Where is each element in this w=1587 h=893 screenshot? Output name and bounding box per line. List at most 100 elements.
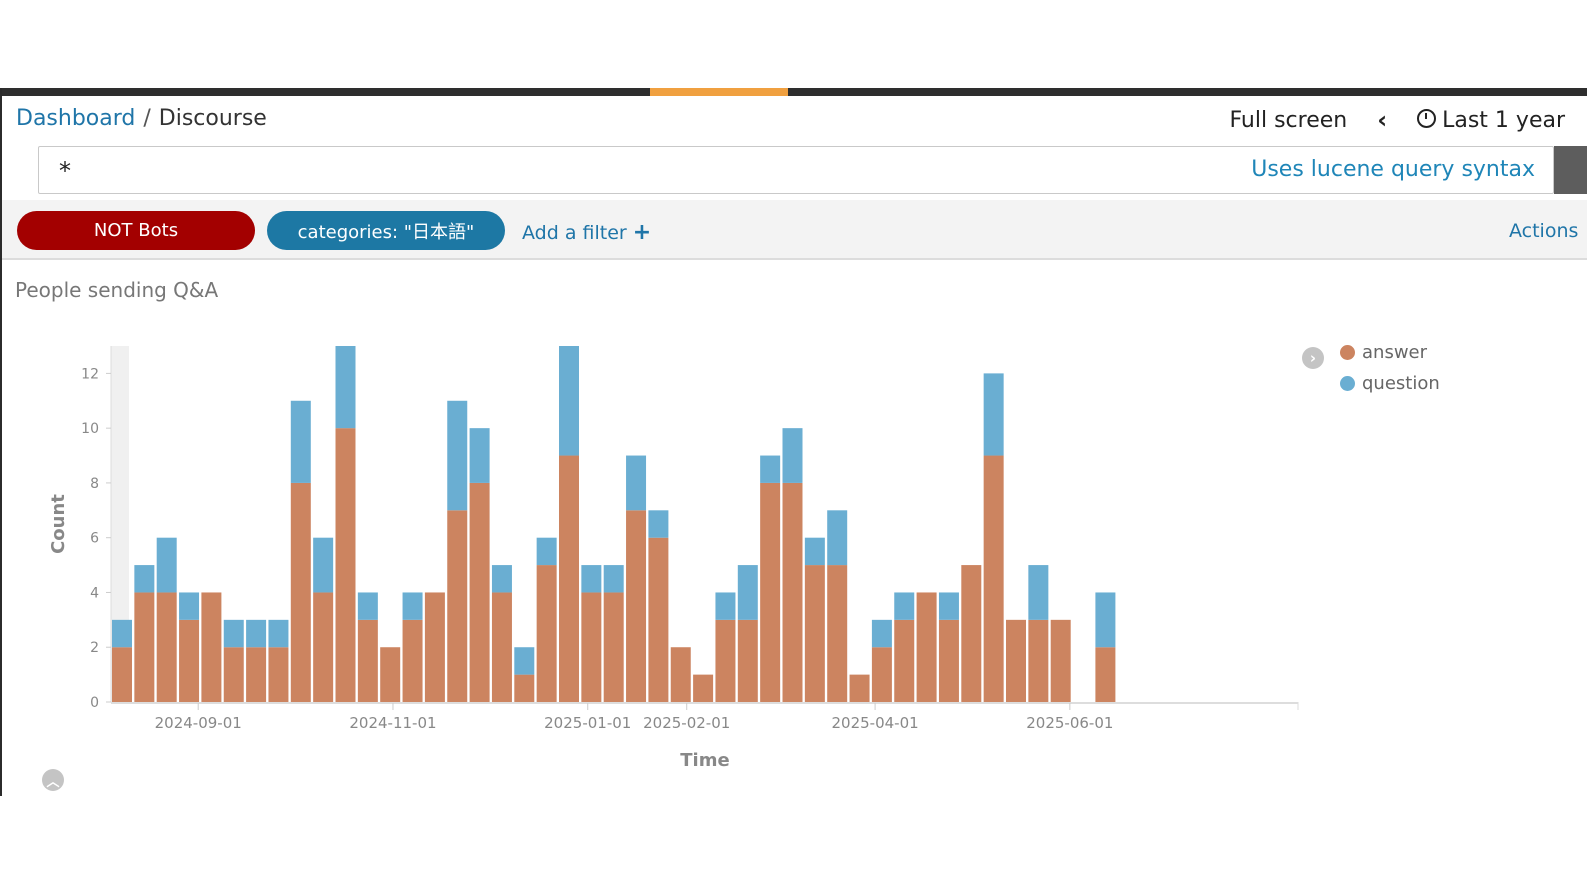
search-input[interactable]: * Uses lucene query syntax <box>38 146 1554 194</box>
bar-question <box>559 346 579 456</box>
bar-answer <box>1028 619 1049 702</box>
bar-question <box>268 619 289 648</box>
y-tick-label: 6 <box>90 531 99 547</box>
x-axis-title: Time <box>680 750 729 771</box>
bar-question <box>179 592 200 620</box>
bar-question <box>156 537 177 593</box>
bar-question <box>447 400 468 511</box>
panel-title: People sending Q&A <box>15 278 219 302</box>
bar-answer <box>112 647 132 702</box>
bar-question <box>804 537 825 566</box>
actions-menu-button[interactable]: Actions <box>1509 220 1579 242</box>
bar-question <box>648 510 669 538</box>
bar-question <box>782 428 803 483</box>
bar-answer <box>916 592 937 702</box>
bar-answer <box>335 428 356 702</box>
filter-bar: NOT Bots categories: "日本語" Add a filter … <box>2 200 1587 260</box>
legend-toggle-icon[interactable]: › <box>1302 347 1324 369</box>
bar-answer <box>737 619 758 702</box>
x-tick-label: 2025-02-01 <box>643 714 730 732</box>
legend-color-dot <box>1340 376 1355 391</box>
breadcrumb: Dashboard / Discourse <box>16 106 267 131</box>
bar-question <box>871 619 892 648</box>
bar-answer <box>380 647 401 702</box>
x-tick-label: 2025-01-01 <box>544 714 631 732</box>
bar-question <box>737 565 758 620</box>
bar-answer <box>156 592 177 702</box>
full-screen-button[interactable]: Full screen <box>1229 107 1348 133</box>
active-tab-indicator <box>650 88 788 96</box>
filter-pill-categories[interactable]: categories: "日本語" <box>267 211 505 250</box>
y-tick-label: 8 <box>90 476 99 492</box>
filter-pill-not-bots[interactable]: NOT Bots <box>17 211 255 250</box>
bar-answer <box>760 482 781 702</box>
bar-answer <box>514 674 535 702</box>
y-tick-label: 10 <box>81 421 99 437</box>
legend-item-question[interactable]: question <box>1340 373 1440 394</box>
x-tick-label: 2025-06-01 <box>1026 714 1113 732</box>
bar-question <box>1095 592 1116 648</box>
bar-question <box>469 428 490 483</box>
top-nav-bar <box>2 88 1587 96</box>
bar-answer <box>223 647 244 702</box>
bar-question <box>335 346 356 429</box>
time-picker-button[interactable]: Last 1 year <box>1417 108 1565 133</box>
clock-icon <box>1417 109 1437 128</box>
search-query-value: * <box>59 157 71 185</box>
bar-question <box>223 619 244 648</box>
bar-question <box>514 647 535 675</box>
bar-answer <box>1095 647 1116 702</box>
plus-icon: + <box>632 220 652 245</box>
bar-answer <box>782 482 803 702</box>
bar-question <box>983 373 1004 456</box>
y-tick-label: 0 <box>90 695 99 711</box>
dashboard-header: Dashboard / Discourse Full screen ‹ Last 1… <box>2 96 1587 146</box>
bar-answer <box>581 592 602 702</box>
bar-answer <box>670 647 691 702</box>
legend-color-dot <box>1340 345 1355 360</box>
y-tick-label: 4 <box>90 585 99 601</box>
bar-question <box>1028 565 1049 620</box>
y-tick-label: 2 <box>90 640 99 656</box>
search-submit-button[interactable] <box>1554 146 1587 194</box>
breadcrumb-dashboard-link[interactable]: Dashboard <box>16 106 136 131</box>
bar-answer <box>871 647 892 702</box>
lucene-syntax-link[interactable]: Uses lucene query syntax <box>1251 157 1535 182</box>
bar-question <box>938 592 959 620</box>
breadcrumb-current: Discourse <box>158 106 267 131</box>
bar-question <box>626 455 647 511</box>
bar-answer <box>559 455 579 702</box>
bar-answer <box>246 647 267 702</box>
bar-answer <box>313 592 334 702</box>
bar-answer <box>268 647 289 702</box>
bar-question <box>715 592 736 620</box>
add-filter-label: Add a filter <box>522 222 627 244</box>
filter-pill-label: categories: "日本語" <box>297 221 475 243</box>
legend-label: answer <box>1362 342 1428 363</box>
x-tick-label: 2025-04-01 <box>831 714 918 732</box>
bar-question <box>357 592 378 620</box>
bar-answer <box>715 619 736 702</box>
filter-pill-label: NOT Bots <box>93 220 179 241</box>
bar-answer <box>626 510 647 702</box>
bar-question <box>894 592 915 620</box>
bar-question <box>402 592 423 620</box>
y-tick-label: 12 <box>81 366 99 382</box>
header-controls: Full screen ‹ Last 1 year <box>1229 106 1565 134</box>
bar-answer <box>357 619 378 702</box>
bar-question <box>491 565 512 593</box>
add-filter-button[interactable]: Add a filter + <box>522 220 651 245</box>
legend-item-answer[interactable]: answer <box>1340 342 1427 363</box>
bar-answer <box>424 592 445 702</box>
bar-answer <box>938 619 959 702</box>
chevron-left-icon[interactable]: ‹ <box>1377 106 1388 134</box>
bar-answer <box>402 619 423 702</box>
bar-answer <box>290 482 311 702</box>
bar-question <box>603 565 624 593</box>
chevron-up-icon[interactable]: ︿ <box>42 769 64 791</box>
bar-answer <box>1050 619 1071 702</box>
bar-question <box>112 619 132 648</box>
bar-question <box>536 537 557 566</box>
bar-answer <box>849 674 870 702</box>
bar-answer <box>961 565 982 702</box>
